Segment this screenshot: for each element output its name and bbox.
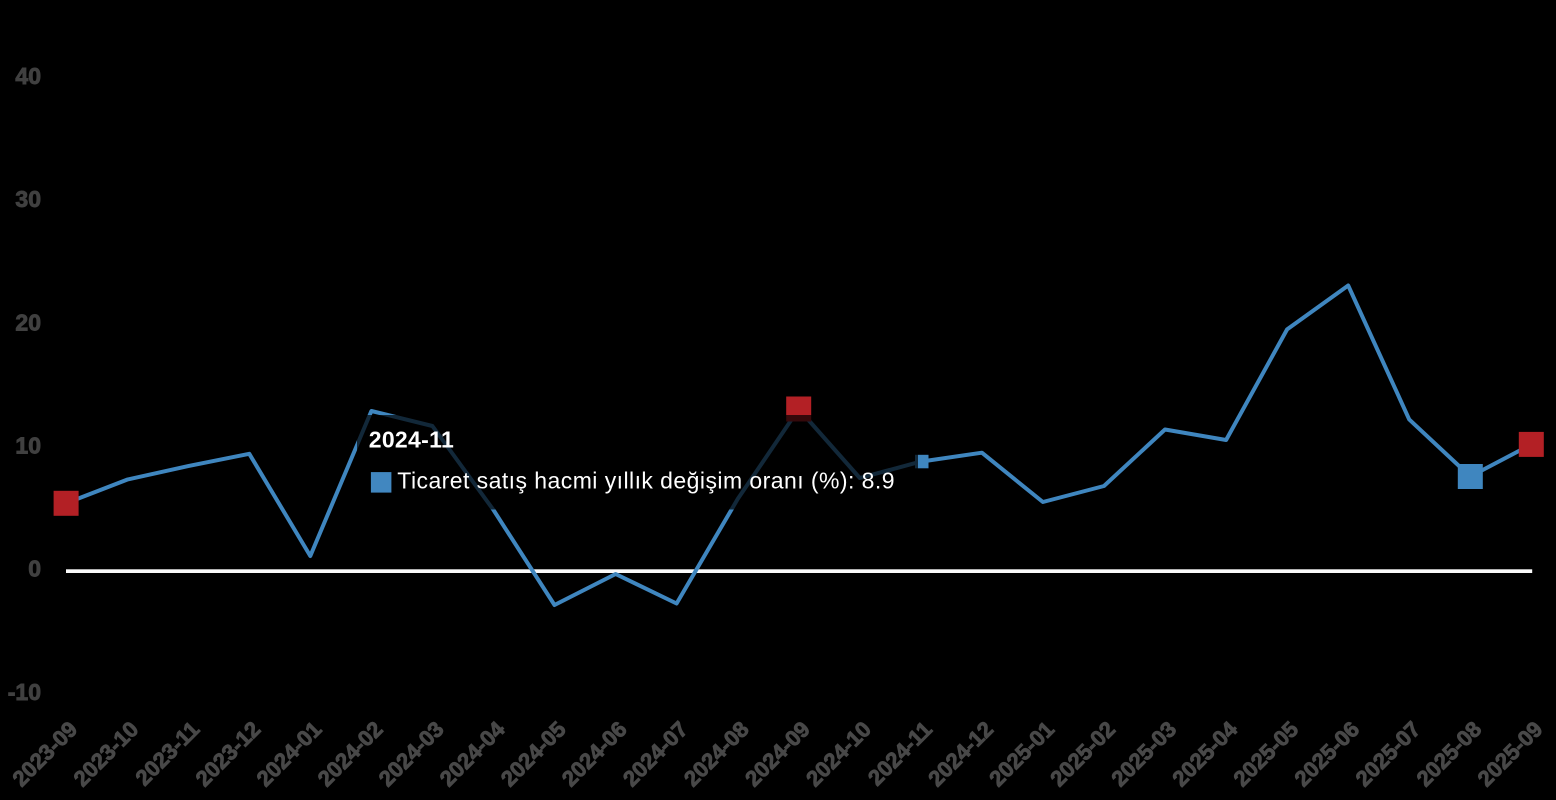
svg-text:2024-05: 2024-05 (496, 716, 571, 791)
svg-text:2024-06: 2024-06 (557, 716, 632, 791)
svg-text:2024-12: 2024-12 (923, 716, 998, 791)
svg-text:Ticaret satış hacmi yıllık değ: Ticaret satış hacmi yıllık değişim oranı… (397, 468, 894, 494)
svg-text:2023-10: 2023-10 (69, 716, 144, 791)
svg-text:2025-05: 2025-05 (1228, 716, 1303, 791)
svg-text:2025-03: 2025-03 (1106, 716, 1181, 791)
svg-text:10: 10 (15, 433, 41, 459)
svg-text:2025-04: 2025-04 (1167, 716, 1242, 791)
svg-text:2024-02: 2024-02 (313, 716, 388, 791)
svg-text:2025-01: 2025-01 (984, 716, 1059, 791)
svg-text:-10: -10 (8, 679, 41, 705)
svg-text:2025-09: 2025-09 (1473, 716, 1548, 791)
svg-text:2024-03: 2024-03 (374, 716, 449, 791)
svg-text:2025-07: 2025-07 (1351, 716, 1426, 791)
svg-text:2023-09: 2023-09 (7, 716, 82, 791)
svg-text:30: 30 (15, 186, 41, 212)
svg-text:2024-04: 2024-04 (435, 716, 510, 791)
svg-text:2024-10: 2024-10 (801, 716, 876, 791)
svg-text:2025-08: 2025-08 (1412, 716, 1487, 791)
svg-text:2025-06: 2025-06 (1289, 716, 1364, 791)
svg-text:2024-09: 2024-09 (740, 716, 815, 791)
svg-text:2024-01: 2024-01 (252, 716, 327, 791)
svg-text:2024-07: 2024-07 (618, 716, 693, 791)
svg-text:2024-11: 2024-11 (369, 426, 454, 452)
svg-text:2024-08: 2024-08 (679, 716, 754, 791)
svg-text:2024-11: 2024-11 (863, 716, 937, 790)
svg-text:2023-12: 2023-12 (191, 716, 266, 791)
svg-text:2023-11: 2023-11 (130, 716, 204, 790)
svg-text:0: 0 (28, 556, 41, 582)
svg-text:20: 20 (15, 309, 41, 335)
svg-text:2025-02: 2025-02 (1045, 716, 1120, 791)
svg-text:40: 40 (15, 63, 41, 89)
